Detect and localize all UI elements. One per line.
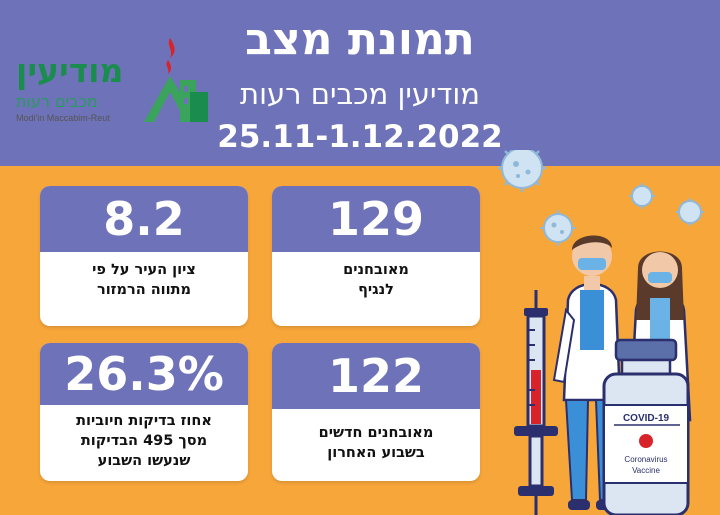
stat-label: ציון העיר על פי מתווה הרמזור: [40, 252, 248, 300]
stat-value: 26.3%: [40, 343, 248, 405]
stat-card-new-diagnosed: 122 מאובחנים חדשים בשבוע האחרון: [272, 343, 480, 481]
city-logo: מודיעין מכבים רעות Modi'in Maccabim-Reut: [12, 34, 208, 130]
stat-label-line: מאובחנים: [343, 262, 409, 278]
stat-label-line: ציון העיר על פי: [92, 262, 196, 278]
stat-card-positive-rate: 26.3% אחוז בדיקות חיוביות מסך 495 הבדיקו…: [40, 343, 248, 481]
stat-card-diagnosed: 129 מאובחנים לנגיף: [272, 186, 480, 326]
stat-label: מאובחנים לנגיף: [272, 252, 480, 300]
stat-label: מאובחנים חדשים בשבוע האחרון: [272, 409, 480, 463]
logo-hebrew-name: מודיעין: [16, 51, 124, 90]
stat-card-city-score: 8.2 ציון העיר על פי מתווה הרמזור: [40, 186, 248, 326]
page-title: תמונת מצב: [245, 14, 475, 65]
virus-icon: [498, 150, 546, 192]
syringe-icon: [514, 290, 558, 515]
doctor-male-figure: [552, 235, 622, 510]
virus-icon: [629, 183, 655, 209]
stat-label-line: בשבוע האחרון: [327, 445, 425, 461]
stat-label-line: לנגיף: [358, 282, 394, 298]
stat-label-line: מסך 495 הבדיקות: [80, 433, 208, 449]
stat-label-line: מתווה הרמזור: [96, 282, 192, 298]
stat-label-line: מאובחנים חדשים: [318, 425, 434, 441]
logo-mark-icon: [144, 38, 208, 122]
vaccine-vial-icon: COVID-19 Coronavirus Vaccine: [602, 338, 690, 515]
vial-text-2: Vaccine: [632, 466, 660, 475]
doctors-vaccine-illustration: COVID-19 Coronavirus Vaccine: [498, 150, 704, 515]
vial-text-1: Coronavirus: [624, 455, 667, 464]
virus-icon: [540, 210, 576, 246]
date-range: 25.11-1.12.2022: [217, 119, 503, 155]
vaccine-label: COVID-19: [623, 413, 670, 424]
stat-value: 8.2: [40, 186, 248, 252]
city-subtitle: מודיעין מכבים רעות: [240, 77, 480, 111]
stat-label-line: אחוז בדיקות חיוביות: [76, 413, 212, 429]
stat-value: 122: [272, 343, 480, 409]
stat-value: 129: [272, 186, 480, 252]
logo-hebrew-sub: מכבים רעות: [16, 92, 98, 111]
stat-label: אחוז בדיקות חיוביות מסך 495 הבדיקות שנעש…: [40, 405, 248, 471]
logo-english-name: Modi'in Maccabim-Reut: [16, 113, 110, 123]
virus-icon: [676, 198, 704, 226]
header-banner: מודיעין מכבים רעות Modi'in Maccabim-Reut…: [0, 0, 720, 166]
stat-label-line: שנעשו השבוע: [97, 453, 191, 469]
